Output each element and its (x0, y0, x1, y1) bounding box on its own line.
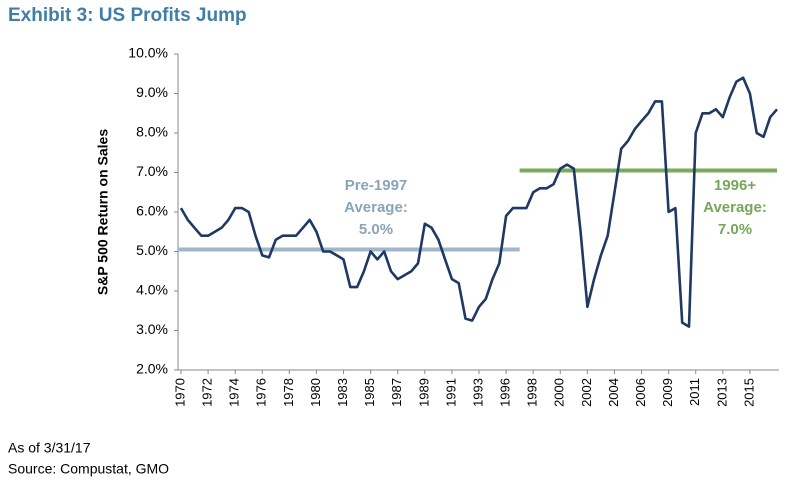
x-tick-label: 1980 (308, 378, 323, 407)
x-tick-label: 1991 (443, 378, 458, 407)
y-axis-label: S&P 500 Return on Sales (95, 129, 111, 295)
series-line (179, 76, 778, 328)
x-tick-label: 1974 (227, 378, 242, 407)
x-tick-label: 1970 (172, 378, 187, 407)
x-tick-label: 1993 (470, 378, 485, 407)
x-tick-label: 2002 (579, 378, 594, 407)
y-tick-label: 4.0% (136, 282, 168, 298)
y-tick-label: 7.0% (136, 163, 168, 179)
reference-label: Average: (344, 199, 408, 216)
y-tick-label: 9.0% (136, 84, 168, 100)
x-tick-label: 1996 (498, 378, 513, 407)
reference-label: 5.0% (359, 221, 393, 238)
x-tick-label: 2015 (741, 378, 756, 407)
y-tick-label: 10.0% (128, 45, 168, 61)
chart-title: Exhibit 3: US Profits Jump (8, 5, 247, 26)
x-tick-label: 1976 (254, 378, 269, 407)
note: Source: Compustat, GMO (8, 461, 169, 477)
reference-label: 1996+ (714, 177, 756, 194)
x-tick-label: 1972 (200, 378, 215, 407)
x-tick-label: 1985 (362, 378, 377, 407)
x-tick-label: 1978 (281, 378, 296, 407)
x-tick-label: 1983 (335, 378, 350, 407)
y-tick-label: 2.0% (136, 361, 168, 377)
y-tick-label: 8.0% (136, 124, 168, 140)
x-tick-label: 2009 (660, 378, 675, 407)
x-tick-label: 2000 (552, 378, 567, 407)
y-tick-label: 5.0% (136, 242, 168, 258)
x-tick-label: 1989 (416, 378, 431, 407)
x-tick-label: 1987 (389, 378, 404, 407)
reference-label: 7.0% (718, 221, 752, 238)
note: As of 3/31/17 (8, 440, 91, 456)
y-tick-label: 6.0% (136, 203, 168, 219)
x-tick-label: 2004 (606, 378, 621, 407)
x-tick-label: 2006 (633, 378, 648, 407)
x-tick-label: 1998 (525, 378, 540, 407)
x-tick-label: 2013 (714, 378, 729, 407)
reference-label: Average: (703, 199, 767, 216)
x-tick-label: 2011 (687, 378, 702, 406)
reference-label: Pre-1997 (345, 177, 408, 194)
y-tick-label: 3.0% (136, 321, 168, 337)
